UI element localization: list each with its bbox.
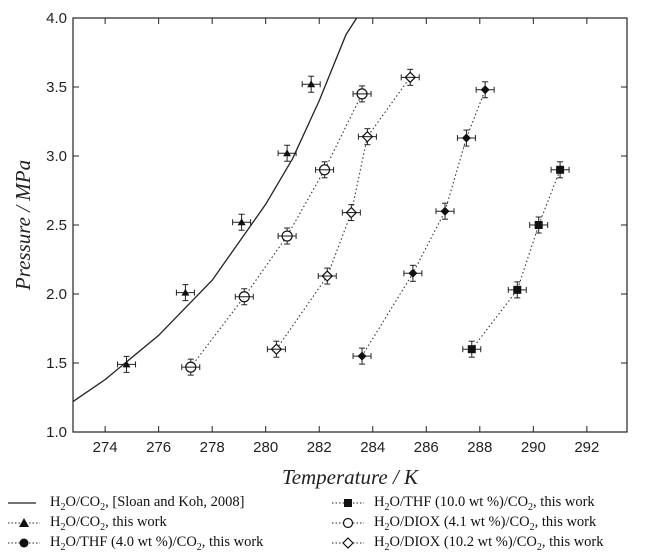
fit-curves bbox=[73, 18, 561, 403]
thf10-point bbox=[467, 345, 476, 354]
thf4-point bbox=[357, 351, 367, 361]
x-axis-label: Temperature / K bbox=[282, 465, 419, 489]
x-tick-label: 278 bbox=[200, 439, 225, 456]
thf10-point bbox=[513, 285, 522, 294]
h2o-co2-point bbox=[122, 360, 131, 368]
h2o-co2-point bbox=[307, 80, 316, 88]
x-tick-label: 286 bbox=[414, 439, 439, 456]
x-tick-label: 282 bbox=[307, 439, 332, 456]
diox102-fit-curve bbox=[275, 76, 411, 350]
thf10-point bbox=[534, 221, 543, 229]
thf4-fit-curve bbox=[361, 89, 486, 357]
thf10-point bbox=[556, 165, 565, 174]
x-tick-label: 280 bbox=[253, 439, 278, 456]
x-tick-label: 290 bbox=[521, 439, 546, 456]
y-tick-label: 2.0 bbox=[46, 286, 67, 303]
diox41-point-errors bbox=[181, 358, 201, 376]
h2o-co2-point bbox=[237, 218, 246, 226]
y-axis-ticks: 1.0 1.5 2.0 2.5 3.0 3.5 4.0 bbox=[46, 10, 627, 441]
y-tick-label: 4.0 bbox=[46, 10, 67, 27]
x-tick-label: 276 bbox=[146, 439, 171, 456]
thf4-point bbox=[480, 85, 490, 95]
x-tick-label: 274 bbox=[93, 439, 118, 456]
h2o-co2-point bbox=[181, 288, 190, 296]
y-tick-label: 1.0 bbox=[46, 424, 67, 441]
x-axis-ticks: 274 276 278 280 282 284 286 288 290 292 bbox=[93, 18, 599, 456]
x-tick-label: 292 bbox=[574, 439, 599, 456]
h2o-co2-point bbox=[283, 149, 292, 157]
y-tick-label: 1.5 bbox=[46, 355, 67, 372]
x-tick-label: 284 bbox=[360, 439, 385, 456]
y-tick-label: 2.5 bbox=[46, 217, 67, 234]
diox41-fit-curve bbox=[190, 93, 363, 368]
y-axis-label: Pressure / MPa bbox=[11, 160, 35, 291]
thf4-point bbox=[440, 206, 450, 216]
y-tick-label: 3.5 bbox=[46, 79, 67, 96]
x-tick-label: 288 bbox=[467, 439, 492, 456]
thf10-fit-curve bbox=[471, 169, 561, 350]
sloan-koh-curve bbox=[73, 18, 358, 403]
y-tick-label: 3.0 bbox=[46, 148, 67, 165]
thf4-point bbox=[408, 268, 418, 278]
thf4-point bbox=[461, 133, 471, 143]
data-markers bbox=[117, 68, 570, 376]
